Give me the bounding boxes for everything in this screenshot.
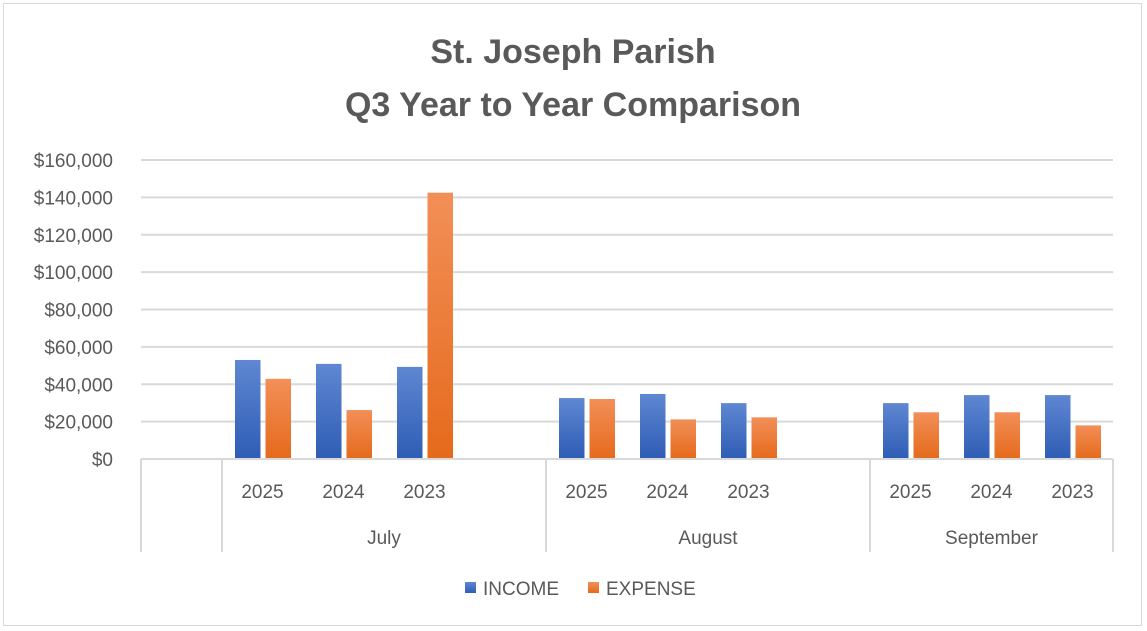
year-label: 2024	[970, 482, 1013, 503]
chart-title-line-2: Q3 Year to Year Comparison	[345, 86, 801, 124]
income-bar-september-2023	[1045, 395, 1071, 459]
year-label: 2023	[403, 482, 445, 503]
income-bar-july-2025	[235, 359, 261, 459]
month-label: September	[945, 528, 1039, 549]
y-tick-label: $120,000	[34, 226, 113, 247]
year-label: 2025	[241, 482, 283, 503]
legend-label-expense: EXPENSE	[606, 579, 696, 600]
expense-bar-july-2025	[265, 378, 291, 459]
legend-label-income: INCOME	[483, 579, 559, 600]
expense-bar-september-2024	[994, 412, 1020, 459]
income-bar-august-2023	[721, 403, 747, 459]
income-bar-august-2024	[640, 393, 666, 459]
year-label: 2024	[646, 482, 689, 503]
month-label: July	[367, 528, 401, 549]
y-tick-label: $40,000	[44, 375, 113, 396]
y-tick-label: $100,000	[34, 263, 113, 284]
chart-title-line-1: St. Joseph Parish	[430, 33, 715, 71]
y-tick-label: $160,000	[34, 151, 113, 172]
expense-bar-july-2024	[346, 410, 372, 459]
income-bar-july-2024	[316, 363, 342, 459]
expense-bar-july-2023	[427, 192, 453, 459]
expense-bar-september-2025	[913, 412, 939, 459]
expense-bar-september-2023	[1075, 425, 1101, 459]
y-tick-label: $0	[92, 450, 113, 471]
year-label: 2023	[1051, 482, 1093, 503]
income-bar-september-2024	[964, 395, 990, 459]
expense-bar-august-2023	[751, 417, 777, 459]
year-label: 2025	[889, 482, 931, 503]
y-tick-label: $60,000	[44, 338, 113, 359]
y-tick-label: $140,000	[34, 188, 113, 209]
year-label: 2025	[565, 482, 607, 503]
year-label: 2023	[727, 482, 769, 503]
expense-bar-august-2025	[589, 399, 615, 459]
month-label: August	[678, 528, 738, 549]
legend-swatch-income	[465, 582, 476, 593]
y-tick-label: $80,000	[44, 301, 113, 322]
year-label: 2024	[322, 482, 365, 503]
chart-frame	[3, 3, 1142, 626]
income-bar-august-2025	[559, 398, 585, 459]
expense-bar-august-2024	[670, 419, 696, 459]
income-bar-september-2025	[883, 403, 909, 459]
income-bar-july-2023	[397, 366, 423, 459]
y-tick-label: $20,000	[44, 413, 113, 434]
legend-swatch-expense	[588, 582, 599, 593]
